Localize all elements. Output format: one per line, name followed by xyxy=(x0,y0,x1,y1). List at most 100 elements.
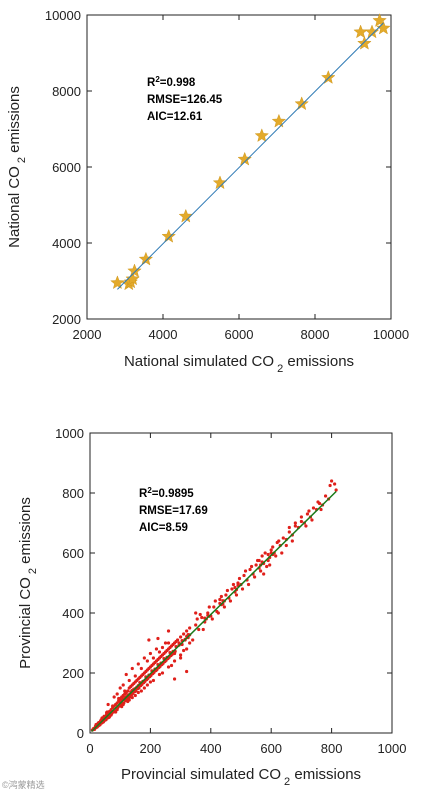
data-point xyxy=(219,594,223,599)
data-point xyxy=(194,611,198,615)
data-point-star xyxy=(178,208,193,223)
data-point xyxy=(115,708,119,712)
data-point xyxy=(194,623,198,627)
data-point xyxy=(195,617,199,621)
data-point xyxy=(182,632,186,636)
data-point xyxy=(105,710,109,714)
data-point xyxy=(133,693,137,698)
data-point xyxy=(287,530,291,534)
data-point xyxy=(281,536,285,540)
data-point xyxy=(328,483,332,488)
stat-text: AIC=12.61 xyxy=(147,111,203,123)
data-point xyxy=(185,629,189,633)
fit-line xyxy=(90,490,337,733)
data-point xyxy=(198,612,202,617)
data-point xyxy=(157,650,162,654)
data-point xyxy=(252,575,257,579)
data-point xyxy=(156,636,160,641)
data-point xyxy=(133,674,137,678)
data-point xyxy=(197,627,201,632)
data-point xyxy=(136,662,140,666)
data-point xyxy=(160,645,165,650)
data-point xyxy=(262,572,266,576)
data-point xyxy=(106,702,110,707)
data-point xyxy=(236,581,240,585)
x-tick-label: 1000 xyxy=(378,741,407,756)
data-point-star xyxy=(110,275,125,290)
data-point xyxy=(231,582,236,587)
data-point-star xyxy=(127,263,142,278)
x-tick-label: 800 xyxy=(321,741,343,756)
data-point xyxy=(179,635,183,639)
data-point xyxy=(213,599,217,603)
data-point xyxy=(118,686,122,690)
data-point xyxy=(268,563,272,567)
national-chart: 2000 4000 6000 8000 10000 2000 4000 6000 8000 100… xyxy=(6,8,409,375)
data-point xyxy=(120,705,124,709)
data-point xyxy=(269,548,273,552)
data-point xyxy=(130,696,134,700)
data-point xyxy=(299,515,303,519)
data-point xyxy=(130,666,134,671)
data-point xyxy=(191,638,195,642)
y-tick-label: 4000 xyxy=(52,236,81,251)
data-point xyxy=(260,554,264,558)
data-point xyxy=(274,554,278,558)
data-point xyxy=(166,629,171,633)
data-point xyxy=(224,593,228,597)
data-point-star xyxy=(353,24,368,39)
data-point xyxy=(212,605,216,609)
data-point xyxy=(160,671,165,675)
x-tick-label: 600 xyxy=(260,741,282,756)
data-point xyxy=(151,678,156,683)
data-point xyxy=(111,704,115,708)
data-point xyxy=(179,656,183,660)
data-point xyxy=(234,593,239,597)
data-point-star xyxy=(125,271,140,286)
data-point-star xyxy=(294,96,309,111)
data-point xyxy=(254,563,258,567)
data-point xyxy=(127,678,131,683)
y-tick-label: 800 xyxy=(62,486,84,501)
provincial-chart: 0 200 400 600 800 1000 0 200 400 600 800 1000 R2=0.9… xyxy=(17,426,406,788)
data-point xyxy=(216,611,220,615)
x-tick-label: 0 xyxy=(86,741,93,756)
data-point xyxy=(124,672,128,677)
data-point-star xyxy=(138,251,154,266)
y-axis-label: Provincial CO 2 emissions xyxy=(17,497,39,669)
data-point xyxy=(263,551,267,555)
data-point-star xyxy=(376,20,391,35)
y-tick-label: 0 xyxy=(77,726,84,741)
data-point xyxy=(266,552,270,557)
data-point xyxy=(307,509,311,513)
data-point-star xyxy=(271,113,287,128)
watermark: ©鸿蒙精选 xyxy=(2,779,45,790)
data-point xyxy=(228,599,233,603)
data-point-star xyxy=(364,24,380,39)
data-point xyxy=(242,573,246,578)
x-axis-label: Provincial simulated CO 2 emissions xyxy=(121,766,361,788)
data-point xyxy=(334,488,338,492)
data-point xyxy=(142,656,146,660)
data-point xyxy=(225,588,230,593)
data-point xyxy=(240,587,245,591)
data-point xyxy=(142,686,146,690)
data-point xyxy=(259,569,263,573)
data-point xyxy=(310,518,314,522)
data-point xyxy=(316,500,320,504)
data-point xyxy=(107,715,111,720)
data-point-star xyxy=(372,13,387,27)
data-point xyxy=(222,605,226,609)
data-point xyxy=(305,512,310,516)
data-point-star xyxy=(357,35,372,50)
data-point xyxy=(115,701,119,705)
data-point xyxy=(117,696,121,701)
y-tick-label: 400 xyxy=(62,606,84,621)
data-point xyxy=(323,494,328,498)
data-point xyxy=(304,524,308,528)
y-tick-label: 10000 xyxy=(45,8,81,23)
data-point xyxy=(112,695,116,699)
data-point xyxy=(218,597,222,602)
data-point xyxy=(115,692,119,696)
x-tick-label: 8000 xyxy=(301,327,330,342)
